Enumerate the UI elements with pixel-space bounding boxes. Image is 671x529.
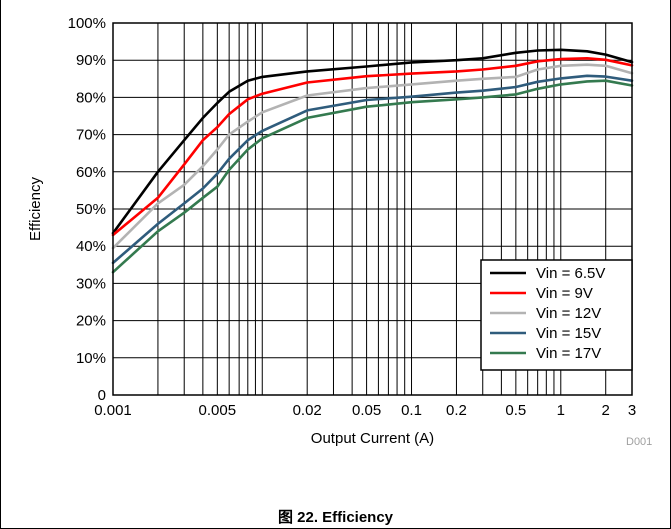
legend-label: Vin = 6.5V xyxy=(536,265,605,282)
x-tick-label: 1 xyxy=(557,402,565,419)
x-tick-label: 0.5 xyxy=(505,402,526,419)
x-tick-label: 0.001 xyxy=(94,402,132,419)
y-tick-label: 30% xyxy=(76,275,106,292)
y-tick-label: 70% xyxy=(76,127,106,144)
x-tick-label: 3 xyxy=(628,402,636,419)
figure-caption: 图 22. Efficiency xyxy=(0,506,671,527)
efficiency-chart: 0 10% 20% 30% 40% 50% 60% 70% 80% 90% 100% 0.001 0.0… xyxy=(27,15,637,447)
tick-labels: 0 10% 20% 30% 40% 50% 60% 70% 80% 90% 100% 0.001 0.0… xyxy=(68,15,637,419)
legend: Vin = 6.5V Vin = 9V Vin = 12V Vin = 15V Vin … xyxy=(480,259,633,371)
x-axis-label: Output Current (A) xyxy=(311,430,434,447)
y-tick-label: 10% xyxy=(76,350,106,367)
series-line-1 xyxy=(111,48,634,235)
y-tick-label: 90% xyxy=(76,52,106,69)
series-line-2 xyxy=(111,56,634,237)
legend-label: Vin = 9V xyxy=(536,285,593,302)
x-tick-label: 2 xyxy=(602,402,610,419)
y-tick-label: 50% xyxy=(76,201,106,218)
y-tick-label: 80% xyxy=(76,89,106,106)
y-tick-label: 20% xyxy=(76,313,106,330)
y-tick-label: 60% xyxy=(76,164,106,181)
x-tick-label: 0.2 xyxy=(446,402,467,419)
series-line-3 xyxy=(111,63,634,250)
figure-code: D001 xyxy=(626,436,653,448)
caption-prefix: 图 xyxy=(277,509,293,526)
plot-border xyxy=(112,22,633,396)
legend-label: Vin = 12V xyxy=(536,305,601,322)
y-tick-label: 40% xyxy=(76,238,106,255)
x-tick-label: 0.05 xyxy=(352,402,381,419)
series-lines xyxy=(111,48,634,274)
y-tick-label: 100% xyxy=(68,15,106,32)
caption-title: 22. Efficiency xyxy=(297,509,394,526)
legend-box xyxy=(480,259,633,371)
legend-label: Vin = 17V xyxy=(536,345,601,362)
y-tick-label: 0 xyxy=(98,387,106,404)
x-tick-label: 0.1 xyxy=(401,402,422,419)
x-tick-label: 0.005 xyxy=(199,402,237,419)
legend-label: Vin = 15V xyxy=(536,325,601,342)
y-axis-label: Efficiency xyxy=(27,177,44,241)
series-line-5 xyxy=(111,79,634,274)
x-tick-label: 0.02 xyxy=(293,402,322,419)
series-line-4 xyxy=(111,74,634,265)
